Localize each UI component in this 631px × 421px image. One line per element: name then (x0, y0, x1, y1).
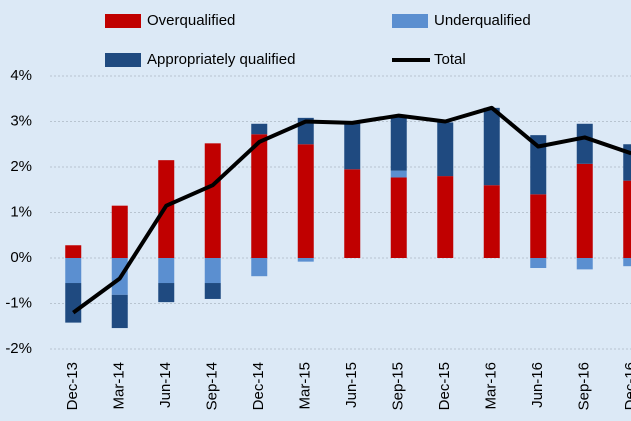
bar (158, 283, 175, 303)
y-tick-label: -1% (5, 294, 32, 311)
x-tick-label: Dec-16 (622, 362, 631, 410)
bar (576, 258, 593, 270)
x-tick-label: Jun-15 (343, 362, 360, 408)
x-tick-label: Dec-13 (64, 362, 81, 410)
bar (437, 122, 454, 177)
legend-label: Total (434, 51, 466, 68)
bar (576, 123, 593, 164)
bar (530, 258, 547, 269)
bar (65, 245, 82, 258)
y-tick-label: 0% (10, 249, 32, 266)
bar (111, 205, 128, 258)
x-tick-label: Jun-16 (529, 362, 546, 408)
bar (204, 283, 221, 299)
bar (204, 143, 221, 258)
x-tick-label: Sep-14 (204, 362, 221, 410)
bar (204, 258, 221, 284)
bar (483, 107, 500, 186)
bar (297, 144, 314, 258)
x-tick-label: Dec-14 (250, 362, 267, 410)
bar (111, 294, 128, 329)
legend-swatch (105, 53, 141, 67)
x-tick-label: Sep-16 (576, 362, 593, 410)
x-tick-label: Jun-14 (157, 362, 174, 408)
y-tick-label: 2% (10, 158, 32, 175)
x-tick-label: Mar-14 (111, 362, 128, 410)
bar (158, 258, 175, 284)
bar (65, 283, 82, 323)
bar (251, 123, 268, 135)
legend-swatch (105, 14, 141, 28)
bar (623, 258, 631, 267)
bar (530, 194, 547, 258)
legend-swatch (392, 14, 428, 28)
legend-label: Overqualified (147, 12, 235, 29)
bar (344, 169, 361, 258)
bar (390, 170, 407, 178)
bar (390, 116, 407, 171)
bar (483, 185, 500, 258)
bar (251, 134, 268, 258)
y-tick-label: -2% (5, 340, 32, 357)
x-tick-label: Mar-16 (483, 362, 500, 410)
bar (623, 144, 631, 181)
bar (623, 180, 631, 258)
legend-label: Underqualified (434, 12, 531, 29)
x-tick-label: Dec-15 (436, 362, 453, 410)
bar (251, 258, 268, 277)
bar (65, 258, 82, 284)
bar (390, 177, 407, 258)
bar (530, 135, 547, 195)
legend-label: Appropriately qualified (147, 51, 295, 68)
y-tick-label: 3% (10, 112, 32, 129)
bar (576, 163, 593, 258)
bar (344, 122, 361, 170)
y-tick-label: 4% (10, 67, 32, 84)
x-tick-label: Sep-15 (390, 362, 407, 410)
x-tick-label: Mar-15 (297, 362, 314, 410)
y-tick-label: 1% (10, 203, 32, 220)
bar (297, 258, 314, 262)
total-line (72, 105, 631, 315)
bar (437, 176, 454, 258)
